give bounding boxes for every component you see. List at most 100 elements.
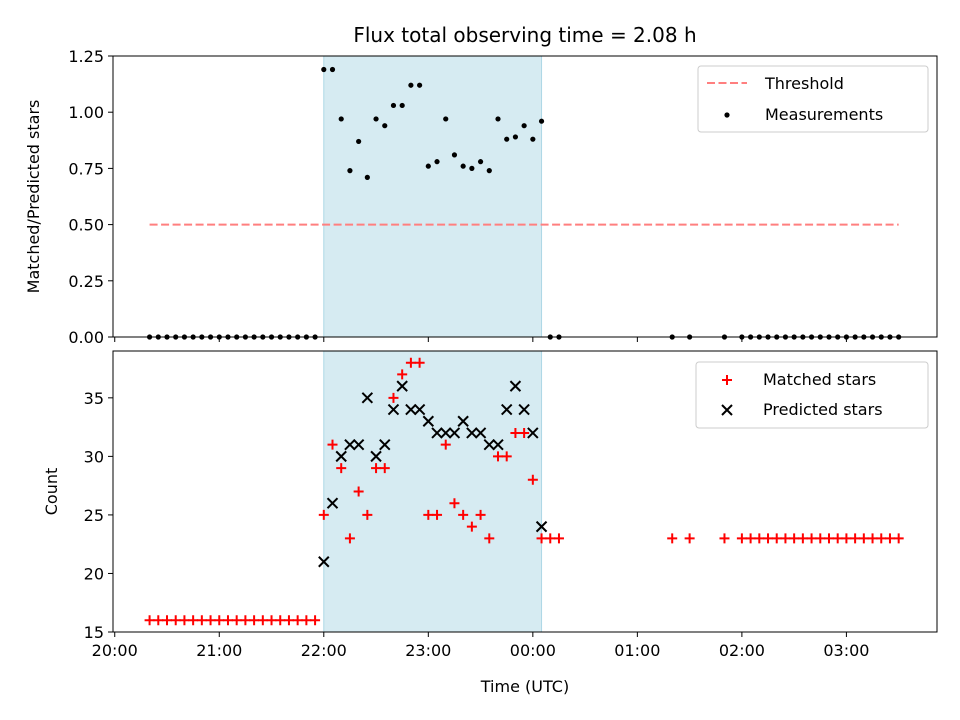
x-tick-label: 01:00 [614, 641, 660, 660]
measurement-point [321, 66, 327, 73]
measurement-point [495, 116, 501, 122]
x-tick-label: 03:00 [823, 641, 869, 660]
predicted-star-point [396, 380, 408, 392]
measurement-point [434, 159, 440, 165]
top-axes-frame [112, 55, 938, 338]
measurement-point [521, 123, 527, 129]
bottom-y-tick-label: 30 [84, 447, 104, 466]
matched-star-point [327, 439, 338, 450]
matched-star-point [179, 615, 190, 626]
predicted-star-point [326, 497, 339, 509]
measurement-point [338, 116, 344, 122]
top-x-ticks [114, 337, 847, 342]
matched-star-point [841, 533, 852, 544]
predicted-star-point [492, 438, 504, 451]
matched-star-point [684, 533, 695, 544]
matched-star-point [144, 615, 155, 626]
bottom-legend: Matched stars Predicted stars [695, 361, 929, 429]
legend-frame [695, 361, 929, 429]
matched-star-point [501, 451, 512, 462]
matched-star-point [449, 498, 460, 509]
legend-predicted-label: Predicted stars [763, 400, 883, 419]
top-y-tick-label: 1.00 [68, 103, 104, 122]
legend-frame [697, 65, 929, 133]
matched-star-point [667, 533, 678, 544]
predicted-star-point [431, 427, 443, 439]
measurement-point [364, 174, 370, 180]
matched-star-point [484, 533, 495, 544]
matched-star-point [283, 615, 294, 626]
matched-star-point [475, 509, 486, 520]
predicted-star-point [457, 415, 469, 427]
matched-star-point [292, 615, 303, 626]
predicted-star-point [352, 438, 365, 451]
matched-star-point [240, 615, 251, 626]
matched-star-point [414, 357, 425, 368]
matched-star-point [771, 533, 782, 544]
x-tick-label: 21:00 [196, 641, 242, 660]
matched-star-point [214, 615, 225, 626]
matched-star-point [789, 533, 800, 544]
predicted-star-point [535, 520, 548, 533]
measurement-point [530, 136, 536, 142]
matched-star-point [780, 533, 791, 544]
measurement-point [486, 168, 492, 174]
measurement-point [382, 123, 388, 129]
matched-star-point [196, 615, 207, 626]
matched-star-point [397, 369, 408, 380]
top-legend: Threshold Measurements [697, 65, 929, 133]
matched-star-point [388, 392, 399, 403]
top-panel: 0.00 0.25 0.50 0.75 1.00 1.25 Matched/Predict… [24, 47, 938, 347]
matched-star-point [458, 509, 469, 520]
matched-star-point [536, 533, 547, 544]
bottom-panel: 15 20 25 30 35 20:00 21:00 22:00 23:00 00:00 01:0… [42, 350, 938, 696]
matched-star-point [492, 451, 503, 462]
matched-star-point [440, 439, 451, 450]
matched-star-point [466, 521, 477, 532]
predicted-star-point [422, 415, 435, 427]
matched-star-point [266, 615, 277, 626]
matched-star-point [162, 615, 173, 626]
matched-star-point [205, 615, 216, 626]
bottom-y-tick-label: 35 [84, 389, 104, 408]
matched-star-point [188, 615, 199, 626]
predicted-star-point [335, 450, 347, 463]
predicted-stars-series [318, 380, 548, 568]
measurement-point [390, 102, 397, 109]
measurement-point [451, 152, 458, 158]
bottom-x-axis: 20:00 21:00 22:00 23:00 00:00 01:00 02:00 03:00 [92, 632, 869, 660]
predicted-star-point [483, 438, 495, 451]
matched-star-point [545, 533, 556, 544]
top-y-tick-label: 0.50 [68, 216, 104, 235]
legend-matched-swatch [722, 375, 732, 385]
predicted-star-point [448, 427, 461, 439]
matched-star-point [405, 357, 416, 368]
top-y-tick-label: 0.25 [68, 272, 104, 291]
matched-star-point [754, 533, 765, 544]
measurement-point [356, 138, 362, 145]
measurement-point [460, 163, 466, 169]
bottom-y-axis-label: Count [42, 468, 61, 516]
matched-star-point [823, 533, 834, 544]
matched-star-point [379, 463, 390, 474]
measurement-point [425, 163, 431, 169]
matched-star-point [310, 615, 321, 626]
measurement-point [329, 66, 336, 73]
x-tick-label: 23:00 [405, 641, 451, 660]
bottom-y-tick-label: 20 [84, 564, 104, 583]
bottom-y-axis: 15 20 25 30 35 [84, 389, 113, 642]
matched-star-point [353, 486, 364, 497]
matched-star-point [257, 615, 268, 626]
legend-predicted-swatch [721, 404, 733, 416]
matched-star-point [893, 533, 904, 544]
predicted-star-point [379, 438, 391, 451]
predicted-star-point [474, 427, 487, 439]
measurement-point [469, 165, 475, 171]
matched-star-point [527, 474, 538, 485]
predicted-star-point [413, 403, 426, 416]
predicted-star-point [466, 427, 478, 439]
predicted-star-point [527, 427, 539, 439]
chart-title: Flux total observing time = 2.08 h [353, 23, 696, 47]
bottom-y-tick-label: 15 [84, 623, 104, 642]
matched-star-point [301, 615, 312, 626]
